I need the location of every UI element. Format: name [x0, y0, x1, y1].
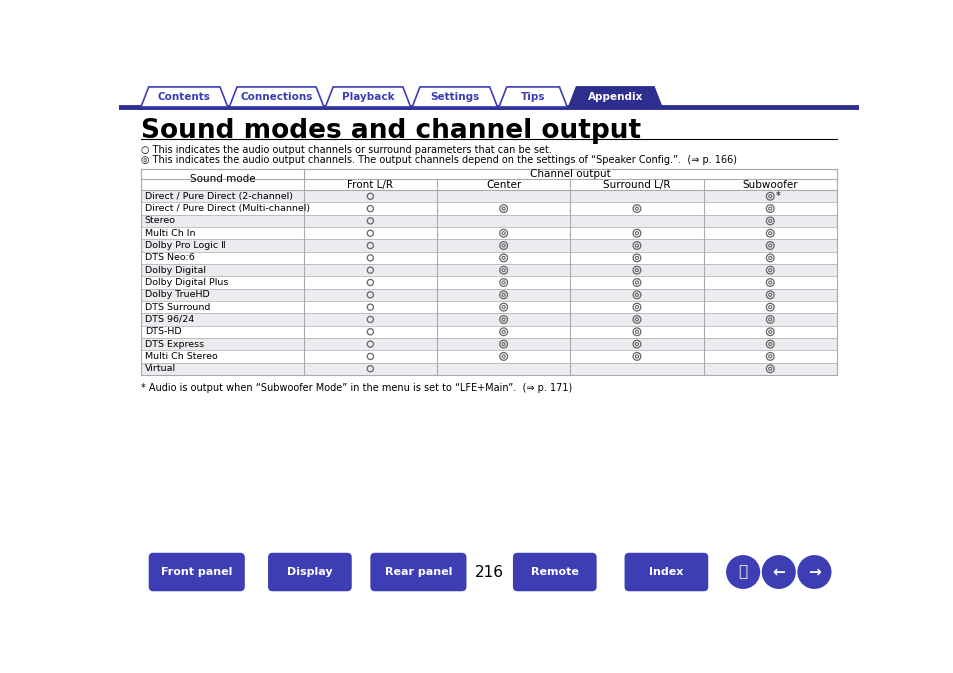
Polygon shape — [141, 289, 836, 301]
Text: Channel output: Channel output — [529, 169, 610, 179]
Text: Virtual: Virtual — [145, 364, 175, 374]
Polygon shape — [568, 87, 661, 107]
Text: Settings: Settings — [430, 92, 479, 102]
Text: Stereo: Stereo — [145, 217, 175, 225]
Text: Display: Display — [287, 567, 333, 577]
Polygon shape — [141, 264, 836, 277]
Polygon shape — [141, 203, 836, 215]
Text: Sound modes and channel output: Sound modes and channel output — [141, 118, 640, 144]
Text: Remote: Remote — [530, 567, 578, 577]
Text: Appendix: Appendix — [587, 92, 642, 102]
Text: Multi Ch In: Multi Ch In — [145, 229, 195, 238]
FancyBboxPatch shape — [149, 553, 245, 592]
Polygon shape — [141, 301, 836, 314]
Text: ○ This indicates the audio output channels or surround parameters that can be se: ○ This indicates the audio output channe… — [141, 145, 551, 155]
FancyBboxPatch shape — [268, 553, 352, 592]
Text: Multi Ch Stereo: Multi Ch Stereo — [145, 352, 217, 361]
Polygon shape — [325, 87, 410, 107]
Text: * Audio is output when “Subwoofer Mode” in the menu is set to “LFE+Main”.  (⇒ p.: * Audio is output when “Subwoofer Mode” … — [141, 382, 572, 392]
Text: Center: Center — [485, 180, 520, 190]
Text: DTS Neo:6: DTS Neo:6 — [145, 253, 194, 262]
Text: Rear panel: Rear panel — [384, 567, 452, 577]
Text: Dolby Pro Logic Ⅱ: Dolby Pro Logic Ⅱ — [145, 241, 225, 250]
Polygon shape — [141, 338, 836, 350]
Polygon shape — [141, 240, 836, 252]
FancyBboxPatch shape — [624, 553, 707, 592]
Polygon shape — [141, 277, 836, 289]
Text: DTS Express: DTS Express — [145, 340, 204, 349]
Text: *: * — [775, 191, 780, 201]
Polygon shape — [498, 87, 567, 107]
FancyBboxPatch shape — [513, 553, 596, 592]
Text: Connections: Connections — [240, 92, 313, 102]
Polygon shape — [229, 87, 323, 107]
Text: ←: ← — [772, 565, 784, 579]
Text: ◎ This indicates the audio output channels. The output channels depend on the se: ◎ This indicates the audio output channe… — [141, 155, 736, 165]
Polygon shape — [141, 252, 836, 264]
Polygon shape — [141, 350, 836, 363]
Polygon shape — [141, 227, 836, 240]
Polygon shape — [141, 326, 836, 338]
Polygon shape — [141, 87, 228, 107]
Text: Playback: Playback — [341, 92, 394, 102]
Circle shape — [797, 555, 831, 589]
FancyBboxPatch shape — [370, 553, 466, 592]
Text: Sound mode: Sound mode — [190, 174, 254, 184]
Text: Front L/R: Front L/R — [347, 180, 393, 190]
Text: Surround L/R: Surround L/R — [602, 180, 670, 190]
Circle shape — [725, 555, 760, 589]
Text: Dolby Digital: Dolby Digital — [145, 266, 206, 275]
Text: Direct / Pure Direct (2-channel): Direct / Pure Direct (2-channel) — [145, 192, 293, 201]
Text: 🏠: 🏠 — [738, 565, 747, 579]
Polygon shape — [141, 314, 836, 326]
Text: →: → — [807, 565, 820, 579]
Text: Index: Index — [649, 567, 683, 577]
Polygon shape — [141, 215, 836, 227]
Text: DTS-HD: DTS-HD — [145, 327, 181, 336]
Text: Contents: Contents — [158, 92, 211, 102]
Polygon shape — [141, 363, 836, 375]
Text: 216: 216 — [474, 565, 503, 579]
Circle shape — [760, 555, 795, 589]
Text: Subwoofer: Subwoofer — [741, 180, 798, 190]
Text: Front panel: Front panel — [161, 567, 233, 577]
Text: Tips: Tips — [520, 92, 545, 102]
Text: DTS Surround: DTS Surround — [145, 303, 210, 312]
Text: Dolby TrueHD: Dolby TrueHD — [145, 290, 210, 299]
Polygon shape — [141, 168, 836, 190]
Text: Dolby Digital Plus: Dolby Digital Plus — [145, 278, 228, 287]
Text: DTS 96/24: DTS 96/24 — [145, 315, 193, 324]
Text: Direct / Pure Direct (Multi-channel): Direct / Pure Direct (Multi-channel) — [145, 204, 310, 213]
Polygon shape — [141, 190, 836, 203]
Polygon shape — [412, 87, 497, 107]
